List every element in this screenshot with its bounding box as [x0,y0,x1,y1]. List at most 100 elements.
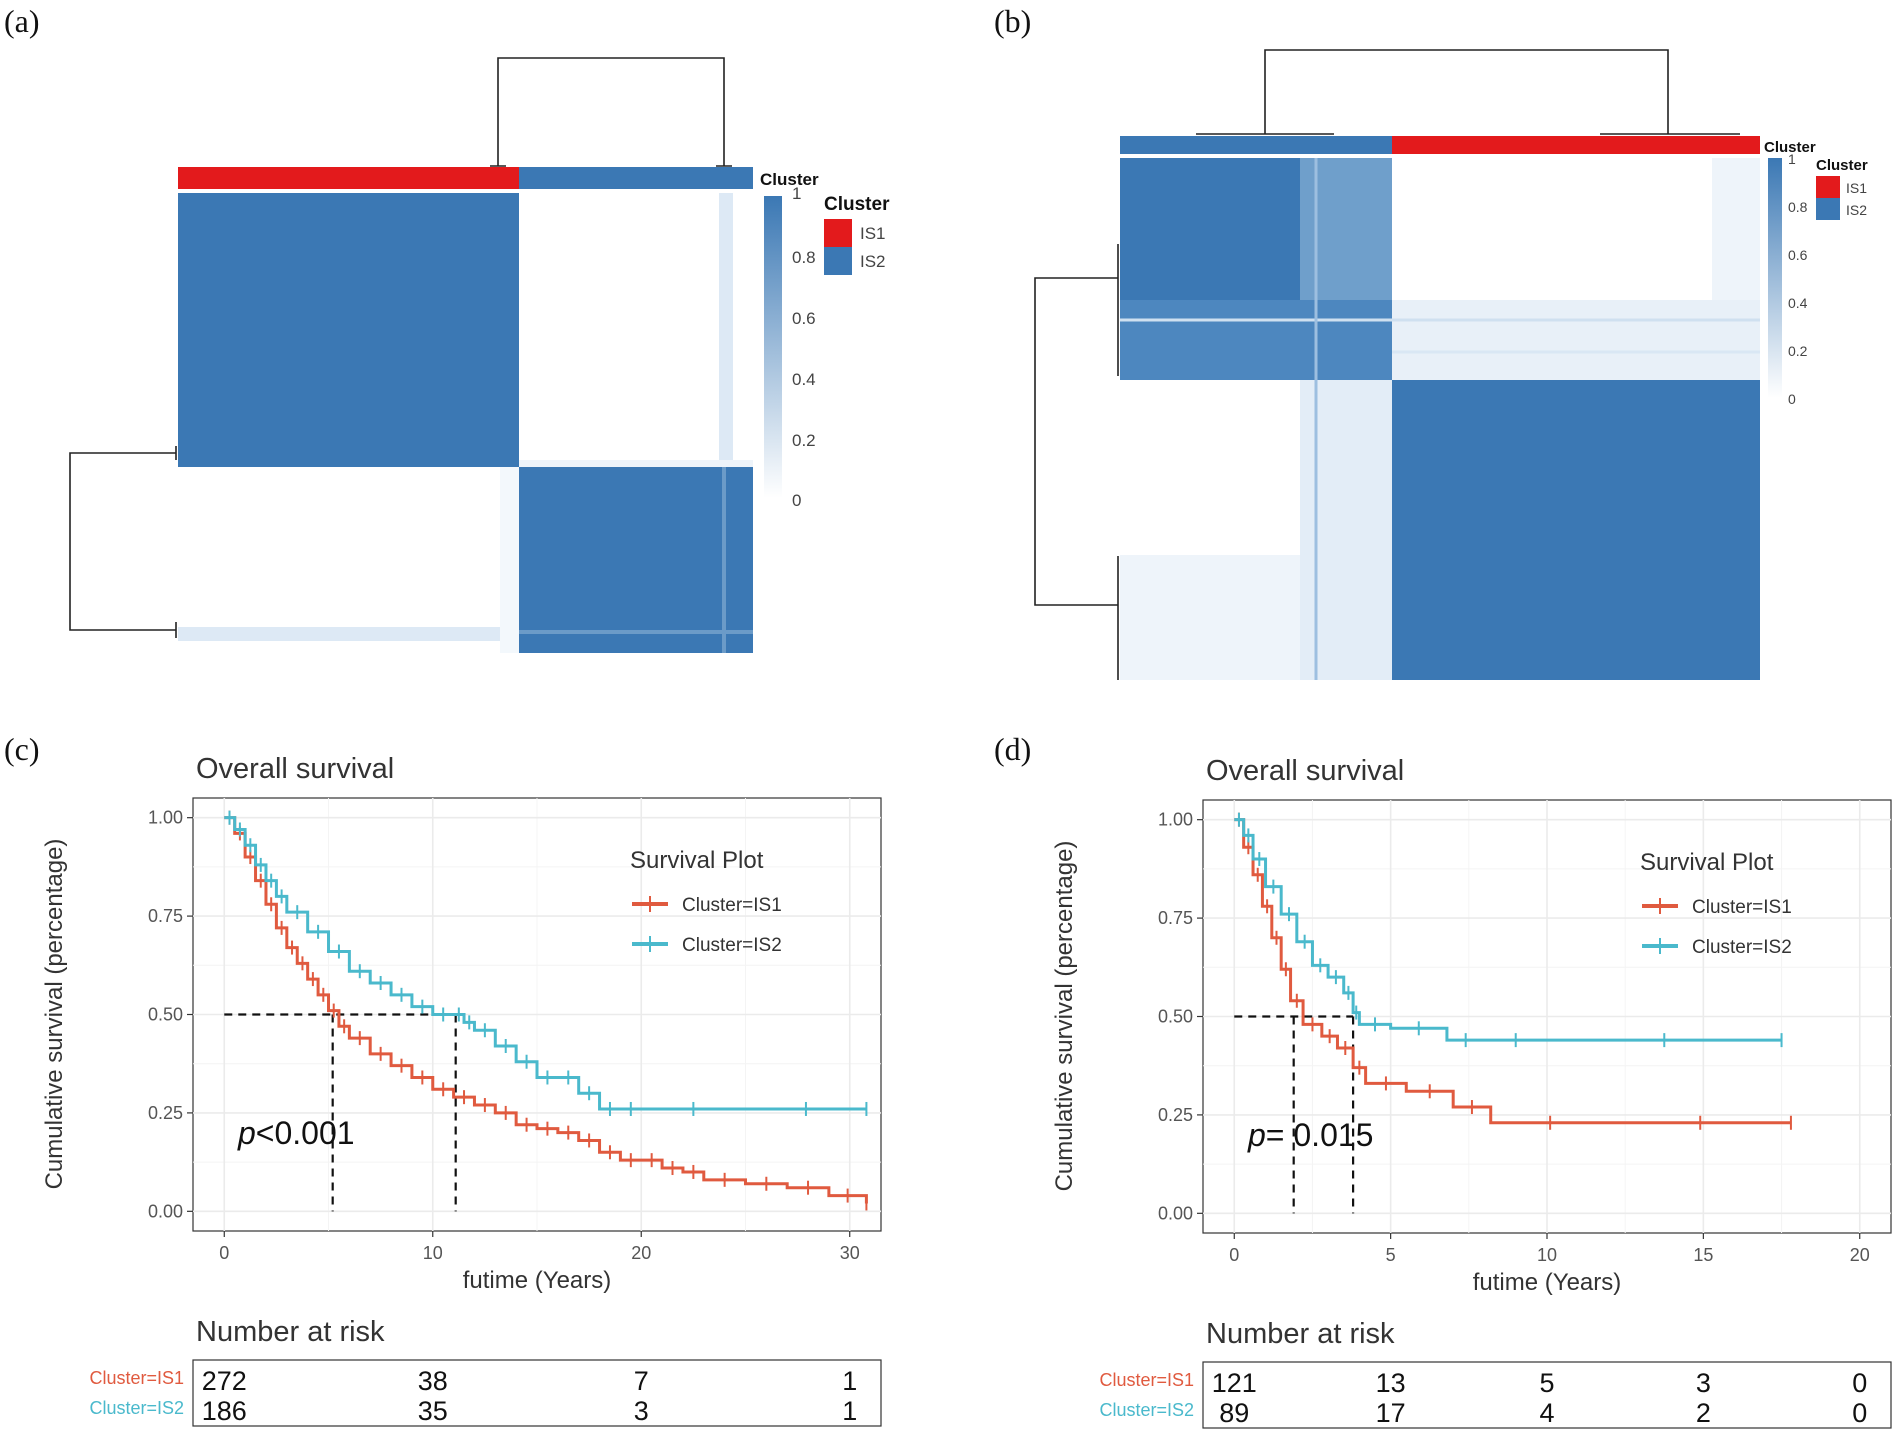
legend-title-d: Survival Plot [1640,849,1774,876]
legend-label-is1-b: IS1 [1846,180,1867,196]
chart-title-c: Overall survival [196,753,394,785]
km-plot-c: Overall survival 0.00 0.25 0.50 0.75 1.00 0 1… [41,753,882,1427]
x-axis-label-c: futime (Years) [463,1267,612,1294]
risk-strata-is2-c: Cluster=IS2 [89,1398,184,1418]
heatmap-mix-row-b [1120,300,1392,380]
risk-count-is1-d: 5 [1539,1368,1554,1398]
color-scale-a [764,196,782,498]
y-ticks-c: 0.00 0.25 0.50 0.75 1.00 [148,808,193,1221]
y-ticks-d: 0.00 0.25 0.50 0.75 1.00 [1158,810,1203,1223]
heatmap-mix-row2-b [1392,300,1760,380]
y-tick-label-c: 0.00 [148,1201,183,1221]
y-tick-label-c: 0.75 [148,906,183,926]
series-d [1234,812,1792,1130]
y-tick-label-c: 1.00 [148,808,183,828]
scale-tick-06-b: 0.6 [1788,247,1808,263]
risk-count-is2-d: 89 [1219,1398,1249,1428]
risk-table-frame-d [1202,1361,1892,1429]
panel-label-b: (b) [994,3,1031,39]
risk-numbers-c: 272 38 7 1 186 35 3 1 [202,1366,858,1426]
risk-count-is2-d: 0 [1852,1398,1867,1428]
x-tick-label-d: 0 [1229,1245,1239,1265]
risk-count-is2-d: 4 [1539,1398,1554,1428]
km-plot-d: Overall survival 0.00 0.25 0.50 0.75 1.00 0 5… [1051,755,1892,1429]
x-tick-label-c: 10 [423,1243,443,1263]
series-c [224,810,868,1211]
legend-title-a: Cluster [824,194,890,215]
risk-count-is1-c: 272 [202,1366,247,1396]
p-value-d: p= 0.015 [1247,1117,1373,1153]
heatmap-stripe-edge2-a [519,460,753,467]
grid-d [1203,800,1891,1233]
scale-tick-08-a: 0.8 [792,248,816,267]
km-curve-is2-c [224,816,867,1111]
scale-tick-08-b: 0.8 [1788,199,1808,215]
y-axis-label-c: Cumulative survival (percentage) [41,839,68,1190]
legend-swatch-is1-b [1816,176,1840,198]
legend-label-is1-a: IS1 [860,224,886,243]
dendrogram-top-b [1196,49,1740,135]
heatmap-mix-row3-b [1120,555,1300,680]
scale-tick-1-b: 1 [1788,151,1796,167]
scale-tick-04-a: 0.4 [792,370,816,389]
x-tick-label-d: 15 [1693,1245,1713,1265]
x-tick-label-c: 0 [219,1243,229,1263]
heatmap-block-is1-a [178,193,519,467]
x-tick-label-c: 20 [631,1243,651,1263]
risk-count-is2-d: 2 [1696,1398,1711,1428]
heatmap-stripe-col-a [719,193,733,467]
heatmap-mix-col2-b [1300,158,1392,300]
legend-title-b: Cluster [1816,157,1868,174]
risk-count-is1-d: 0 [1852,1368,1867,1398]
x-ticks-d: 0 5 10 15 20 [1229,1233,1870,1265]
chart-title-d: Overall survival [1206,755,1404,787]
risk-count-is1-c: 7 [634,1366,649,1396]
x-tick-label-d: 10 [1537,1245,1557,1265]
scale-tick-04-b: 0.4 [1788,295,1808,311]
scale-tick-02-b: 0.2 [1788,343,1808,359]
risk-count-is2-c: 3 [634,1396,649,1426]
scale-tick-02-a: 0.2 [792,431,816,450]
panel-label-c: (c) [4,731,40,767]
legend-label-is2-d: Cluster=IS2 [1692,937,1792,958]
y-tick-label-d: 0.00 [1158,1203,1193,1223]
risk-strata-is1-d: Cluster=IS1 [1099,1370,1194,1390]
legend-label-is1-d: Cluster=IS1 [1692,897,1792,918]
heatmap-a: Cluster 1 0.8 0.6 0.4 0.2 0 Cluster IS1 … [69,57,890,653]
heatmap-mix-col-b [1300,380,1392,680]
risk-count-is1-d: 3 [1696,1368,1711,1398]
legend-label-is2-b: IS2 [1846,202,1867,218]
heatmap-b: Cluster 1 0.8 0.6 0.4 0.2 0 Cluster IS1 … [1034,49,1868,680]
legend-title-c: Survival Plot [630,847,764,874]
y-tick-label-c: 0.25 [148,1103,183,1123]
legend-label-is2-a: IS2 [860,252,886,271]
x-tick-label-d: 20 [1850,1245,1870,1265]
heatmap-block-is1-b [1392,380,1760,680]
annotation-title-a: Cluster [760,170,819,189]
heatmap-mix-col3-b [1712,158,1760,300]
annotation-bar-is1-b [1392,136,1760,154]
heatmap-stripe-row-a [178,627,519,641]
legend-swatch-is2-a [824,247,852,275]
panel-label-a: (a) [4,3,40,39]
risk-strata-is2-d: Cluster=IS2 [1099,1400,1194,1420]
km-curve-is1-d [1234,818,1791,1125]
risk-count-is1-d: 121 [1212,1368,1257,1398]
risk-strata-is1-c: Cluster=IS1 [89,1368,184,1388]
scale-tick-1-a: 1 [792,184,801,203]
risk-numbers-d: 121 13 5 3 0 89 17 4 2 0 [1212,1368,1868,1428]
risk-count-is2-c: 186 [202,1396,247,1426]
risk-count-is2-d: 17 [1376,1398,1406,1428]
x-tick-label-c: 30 [840,1243,860,1263]
scale-tick-0-b: 0 [1788,391,1796,407]
p-value-text-c: <0.001 [256,1115,355,1151]
heatmap-stripe-edge-a [500,467,519,653]
scale-tick-06-a: 0.6 [792,309,816,328]
dendrogram-left-b [1034,244,1119,680]
dendrogram-top-a [490,57,732,167]
risk-count-is1-c: 38 [418,1366,448,1396]
p-value-text-d: = 0.015 [1266,1117,1374,1153]
risk-table-title-c: Number at risk [196,1316,385,1348]
x-axis-label-d: futime (Years) [1473,1269,1622,1296]
